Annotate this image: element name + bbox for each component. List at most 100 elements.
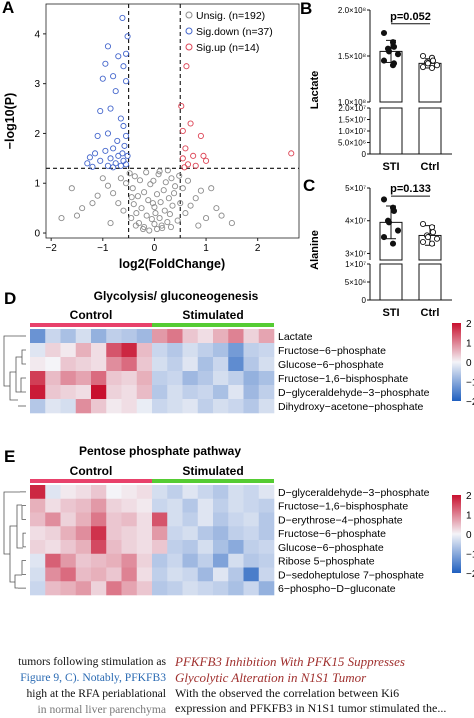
- y-tick-label: 1.5×10⁷: [338, 116, 366, 125]
- body-line-2: expression and PFKFB3 in N1S1 tumor stim…: [175, 701, 447, 715]
- heatmap-cell: [197, 526, 214, 541]
- heatmap-cell: [258, 567, 275, 582]
- point-unsig: [158, 222, 165, 229]
- data-point-ctrl: [419, 63, 427, 71]
- legend-swatch-down: [185, 27, 193, 35]
- heatmap-cell: [136, 512, 153, 527]
- heatmap-cell: [30, 343, 46, 358]
- heatmap-cell: [167, 371, 183, 386]
- heatmap-cell: [30, 581, 46, 596]
- point-down: [94, 132, 101, 139]
- heatmap-cell: [243, 371, 260, 386]
- point-unsig: [145, 197, 152, 204]
- row-label: D−glyceraldehyde−3−phosphate: [278, 487, 430, 499]
- point-up: [184, 161, 192, 168]
- point-unsig: [132, 222, 139, 229]
- row-label: Glucose−6−phosphate: [278, 359, 384, 371]
- point-down: [114, 137, 121, 144]
- section-heading-line-2: Glycolytic Alteration in N1S1 Tumor: [175, 670, 367, 685]
- point-unsig: [172, 183, 179, 190]
- heatmap-cell: [136, 399, 153, 414]
- heatmap-cell: [243, 581, 260, 596]
- heatmap-cell: [243, 526, 260, 541]
- point-up: [200, 152, 207, 159]
- heatmap-cell: [197, 498, 214, 513]
- volcano-points: [58, 14, 295, 234]
- heatmap-cell: [106, 385, 122, 400]
- heatmap-cell: [182, 512, 199, 527]
- heatmap-cell: [243, 553, 260, 568]
- point-down: [92, 150, 99, 157]
- heatmap-cell: [121, 567, 138, 582]
- heatmap-cell: [197, 581, 214, 596]
- heatmap-cell: [167, 343, 183, 358]
- heatmap-cell: [106, 371, 122, 386]
- heatmap-cell: [91, 371, 107, 386]
- data-point-sti: [380, 57, 388, 64]
- heatmap-cell: [152, 329, 168, 344]
- point-unsig: [107, 220, 114, 227]
- p-value: p=0.133: [390, 183, 431, 195]
- point-unsig: [160, 187, 167, 194]
- dendrogram-branch: [15, 356, 22, 393]
- heatmap-cell: [121, 512, 138, 527]
- dendrogram-branch: [3, 491, 20, 555]
- panel-b-letter: B: [300, 0, 312, 18]
- heatmap-cell: [30, 371, 46, 386]
- category-label-ctrl: Ctrl: [421, 307, 440, 319]
- point-unsig: [156, 215, 163, 222]
- point-down: [120, 157, 127, 164]
- point-down: [119, 14, 126, 21]
- heatmap-cell: [152, 553, 168, 568]
- point-up: [203, 157, 210, 164]
- point-unsig: [169, 202, 176, 209]
- heatmap-cell: [213, 399, 229, 414]
- heatmap-cell: [136, 371, 153, 386]
- heatmap-cell: [243, 385, 260, 400]
- point-unsig: [138, 205, 145, 212]
- data-point-sti: [380, 29, 388, 37]
- volcano-x-label: log2(FoldChange): [119, 257, 225, 271]
- point-unsig: [122, 180, 130, 187]
- point-down: [102, 60, 109, 67]
- x-tick-label: 0: [152, 243, 158, 254]
- point-down: [107, 155, 114, 162]
- point-unsig: [131, 173, 138, 180]
- dendrogram-branch: [9, 371, 18, 401]
- heatmap-cell: [258, 385, 275, 400]
- point-unsig: [213, 205, 220, 212]
- point-unsig: [99, 175, 106, 182]
- heatmap-cell: [136, 567, 153, 582]
- heatmap-cell: [213, 498, 229, 513]
- y-tick-label: 1.5×10⁸: [338, 52, 366, 61]
- point-unsig: [168, 175, 175, 182]
- color-scale-label: −1: [466, 550, 474, 561]
- heatmap-cell: [60, 485, 77, 500]
- point-unsig: [126, 170, 133, 177]
- heatmap-cell: [228, 357, 244, 372]
- point-down: [110, 145, 117, 152]
- heatmap-cell: [228, 581, 244, 596]
- legend-label-down: Sig.down (n=37): [196, 26, 273, 38]
- dendrogram-branch: [20, 377, 26, 393]
- heatmap-cell: [91, 399, 107, 414]
- point-down: [99, 75, 106, 82]
- heatmap-cell: [136, 357, 153, 372]
- heatmap-cell: [197, 512, 214, 527]
- heatmap-cell: [121, 343, 138, 358]
- point-down: [110, 73, 117, 80]
- heatmap-cell: [197, 553, 214, 568]
- heatmap-cell: [228, 385, 244, 400]
- point-down: [122, 50, 130, 57]
- panel-d-letter: D: [4, 289, 16, 308]
- heatmap-cell: [106, 329, 122, 344]
- dendrogram-branch: [14, 574, 22, 589]
- heatmap-cell: [152, 526, 168, 541]
- heatmap-cell: [106, 553, 122, 568]
- y-tick-label: 3: [34, 79, 40, 90]
- point-down: [115, 53, 122, 60]
- heatmap-cell: [182, 371, 199, 386]
- right-column-text: PFKFB3 Inhibition With PFK15 Suppresses …: [175, 654, 474, 716]
- point-unsig: [147, 181, 154, 188]
- point-unsig: [182, 210, 189, 217]
